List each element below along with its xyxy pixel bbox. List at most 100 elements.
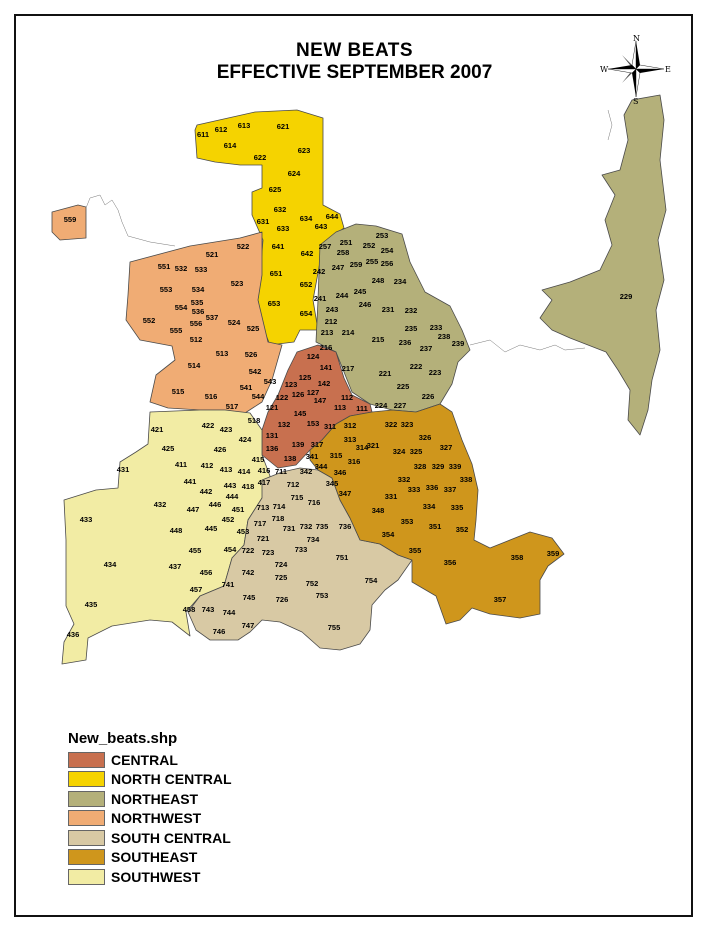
beat-label: 328 (414, 462, 427, 471)
beat-label: 342 (300, 467, 313, 476)
beat-label: 732 (300, 522, 313, 531)
beat-label: 313 (344, 435, 357, 444)
beat-label: 713 (257, 503, 270, 512)
beat-label: 517 (226, 402, 239, 411)
beat-label: 537 (206, 313, 219, 322)
beat-label: 132 (278, 420, 291, 429)
beat-label: 215 (372, 335, 385, 344)
beat-label: 315 (330, 451, 343, 460)
beat-label: 632 (274, 205, 287, 214)
beat-label: 731 (283, 524, 296, 533)
beat-label: 735 (316, 522, 329, 531)
beat-label: 754 (365, 576, 378, 585)
beat-label: 229 (620, 292, 633, 301)
beat-label: 642 (301, 249, 314, 258)
beat-label: 631 (257, 217, 270, 226)
beat-label: 359 (547, 549, 560, 558)
beat-label: 258 (337, 248, 350, 257)
region-northeast-lake (539, 94, 667, 436)
beat-label: 441 (184, 477, 197, 486)
beat-label: 338 (460, 475, 473, 484)
legend: New_beats.shp CENTRAL NORTH CENTRAL NORTHE… (68, 730, 368, 887)
beat-label: 251 (340, 238, 353, 247)
beat-label: 623 (298, 146, 311, 155)
beat-label: 145 (294, 409, 307, 418)
beat-label: 652 (300, 280, 313, 289)
beat-label: 721 (257, 534, 270, 543)
legend-swatch (68, 771, 105, 788)
beat-label: 522 (237, 242, 250, 251)
beat-label: 221 (379, 369, 392, 378)
beat-label: 722 (242, 546, 255, 555)
beat-label: 244 (336, 291, 349, 300)
beat-label: 125 (299, 373, 312, 382)
beat-label: 444 (226, 492, 239, 501)
beat-label: 512 (190, 335, 203, 344)
beat-label: 245 (354, 287, 367, 296)
beat-label: 243 (326, 305, 339, 314)
beat-label: 734 (307, 535, 320, 544)
beat-label: 415 (252, 455, 265, 464)
beat-label: 742 (242, 568, 255, 577)
beat-label: 454 (224, 545, 237, 554)
beat-label: 111 (356, 404, 368, 413)
beat-label: 214 (342, 328, 355, 337)
beat-label: 445 (205, 524, 218, 533)
legend-swatch (68, 849, 105, 866)
beat-label: 327 (440, 443, 453, 452)
beat-label: 235 (405, 324, 418, 333)
beat-label: 733 (295, 545, 308, 554)
beat-label: 358 (511, 553, 524, 562)
beat-label: 534 (192, 285, 205, 294)
beat-label: 625 (269, 185, 282, 194)
beat-label: 521 (206, 250, 219, 259)
beat-label: 433 (80, 515, 93, 524)
beat-label: 233 (430, 323, 443, 332)
beat-label: 723 (262, 548, 275, 557)
beat-label: 131 (266, 431, 279, 440)
beat-label: 141 (320, 363, 333, 372)
beat-label: 451 (232, 505, 245, 514)
beat-label: 644 (326, 212, 339, 221)
beat-label: 253 (376, 231, 389, 240)
beat-label: 246 (359, 300, 372, 309)
map-title: NEW BEATS (295, 40, 414, 61)
compass-north: N (633, 34, 640, 43)
beat-label: 612 (215, 125, 228, 134)
beat-label: 724 (275, 560, 288, 569)
beat-label: 613 (238, 121, 251, 130)
legend-label: CENTRAL (111, 751, 178, 768)
beat-label: 138 (284, 454, 297, 463)
beat-label: 341 (306, 452, 319, 461)
beat-label: 322 (385, 420, 398, 429)
beat-label: 747 (242, 621, 255, 630)
beat-label: 712 (287, 480, 300, 489)
region-northeast (315, 223, 471, 413)
beat-label: 256 (381, 259, 394, 268)
beat-label: 523 (231, 279, 244, 288)
beat-label: 217 (342, 364, 355, 373)
beat-label: 332 (398, 475, 411, 484)
legend-label: SOUTHEAST (111, 849, 198, 866)
beat-label: 422 (202, 421, 215, 430)
compass-east: E (665, 65, 671, 74)
beat-label: 232 (405, 306, 418, 315)
beat-label: 356 (444, 558, 457, 567)
region-northwest-559 (51, 204, 87, 241)
beat-label: 241 (314, 294, 327, 303)
beat-label: 533 (195, 265, 208, 274)
beat-label: 226 (422, 392, 435, 401)
beat-label: 515 (172, 387, 185, 396)
beat-label: 113 (334, 403, 346, 412)
beat-label: 736 (339, 522, 352, 531)
legend-label: NORTHEAST (111, 790, 199, 807)
beat-label: 339 (449, 462, 462, 471)
beat-label: 715 (291, 493, 304, 502)
beat-label: 122 (276, 393, 289, 402)
beat-label: 553 (160, 285, 173, 294)
beat-label: 552 (143, 316, 156, 325)
beat-label: 535 (191, 298, 204, 307)
beat-label: 448 (170, 526, 183, 535)
beat-label: 725 (275, 573, 288, 582)
